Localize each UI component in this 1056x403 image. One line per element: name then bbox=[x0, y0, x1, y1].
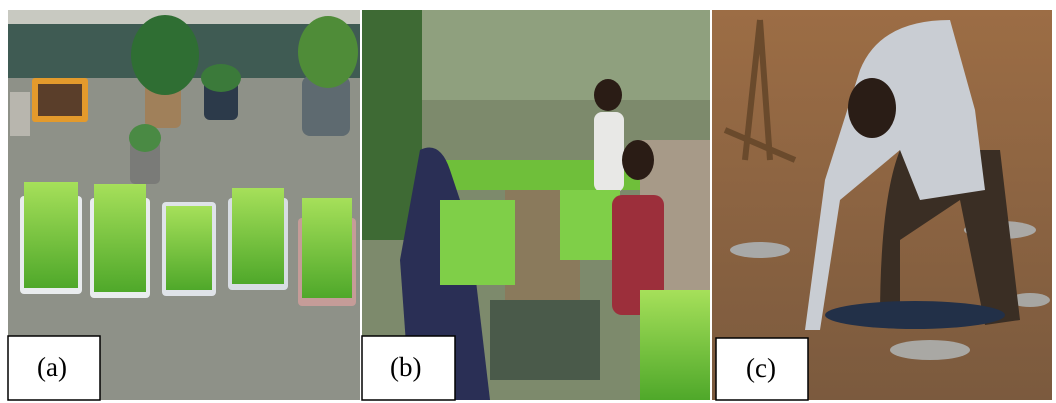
seedlings bbox=[166, 206, 212, 290]
panel-label: (a) bbox=[37, 352, 67, 382]
soil bbox=[38, 84, 82, 116]
seedling-tray bbox=[560, 190, 620, 260]
dark-mud bbox=[825, 301, 1005, 329]
water-tank bbox=[490, 300, 600, 380]
person-head bbox=[594, 79, 622, 111]
person-pants bbox=[880, 150, 1020, 325]
panel-label: (c) bbox=[746, 353, 776, 383]
panel-label: (b) bbox=[390, 352, 421, 382]
label-box bbox=[361, 335, 456, 401]
seedling-tray bbox=[440, 200, 515, 285]
seedlings bbox=[94, 184, 146, 292]
seedlings bbox=[302, 198, 352, 298]
person-shirt bbox=[805, 20, 985, 330]
pot bbox=[130, 140, 160, 184]
puddle bbox=[1010, 293, 1050, 307]
seedlings bbox=[24, 182, 78, 288]
label-a: (a) bbox=[7, 335, 101, 401]
photo-c bbox=[712, 10, 1052, 400]
person-shirt bbox=[594, 112, 624, 192]
person-jacket bbox=[612, 195, 664, 315]
person-head bbox=[622, 140, 654, 180]
plant bbox=[298, 16, 358, 88]
puddle bbox=[730, 242, 790, 258]
plant bbox=[201, 64, 241, 92]
puddle bbox=[890, 340, 970, 360]
plant bbox=[129, 124, 161, 152]
label-c: (c) bbox=[715, 337, 809, 401]
ledge bbox=[8, 10, 360, 24]
brick bbox=[10, 92, 30, 136]
label-box bbox=[715, 337, 809, 401]
photo-a bbox=[8, 10, 360, 400]
seedlings bbox=[640, 290, 710, 400]
label-b: (b) bbox=[361, 335, 456, 401]
person-head bbox=[848, 78, 896, 138]
label-box bbox=[7, 335, 101, 401]
plant bbox=[131, 15, 199, 95]
pot bbox=[302, 76, 350, 136]
stakes bbox=[723, 19, 797, 163]
seedlings bbox=[232, 188, 284, 284]
